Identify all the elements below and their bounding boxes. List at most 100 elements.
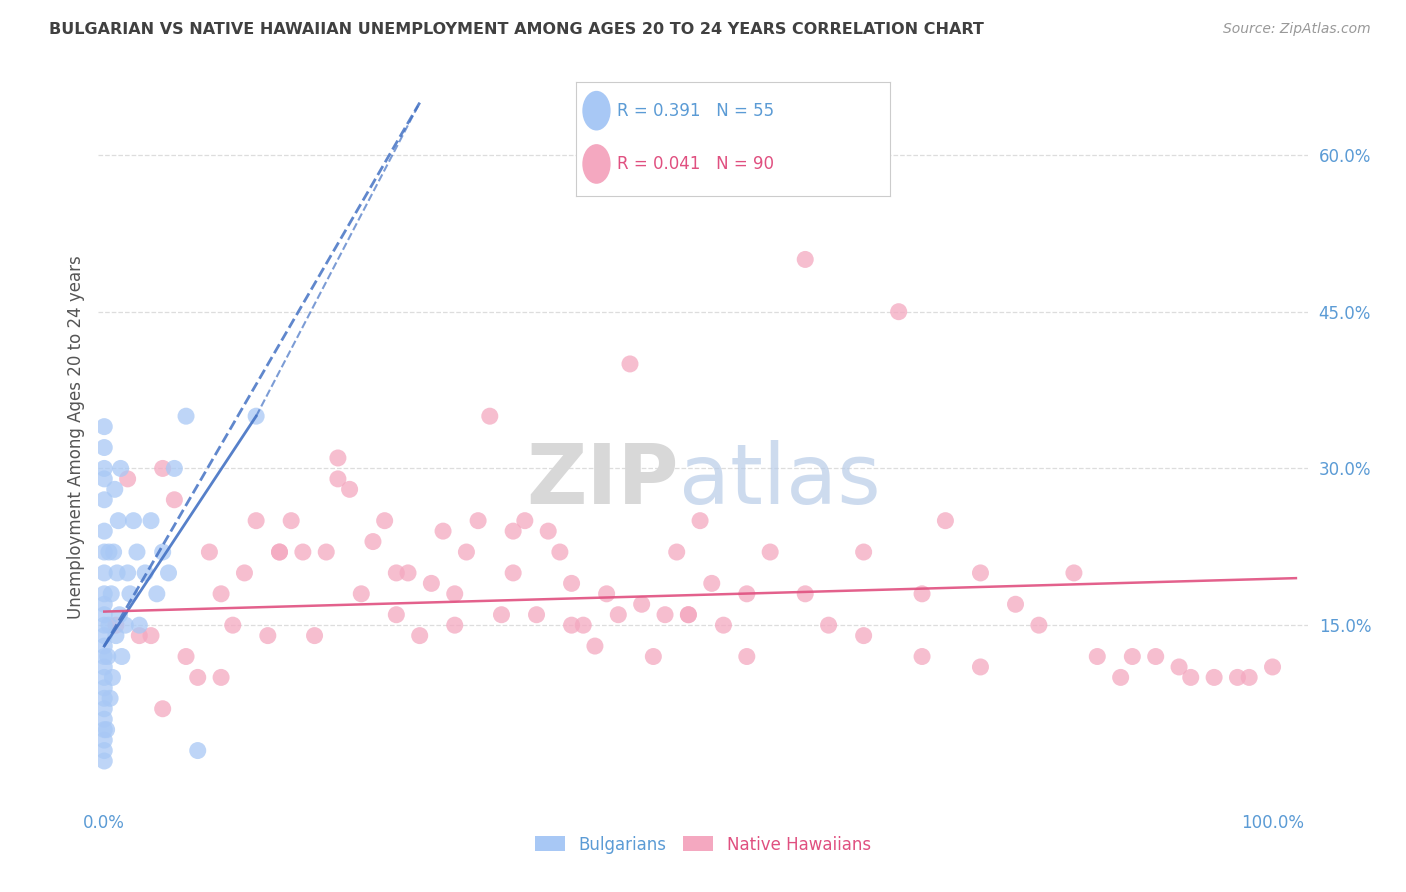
- Point: [139, 629, 162, 643]
- Point: [759, 545, 782, 559]
- Point: [122, 514, 145, 528]
- Point: [93, 691, 115, 706]
- Point: [245, 514, 267, 528]
- Point: [93, 702, 115, 716]
- Point: [146, 587, 169, 601]
- Point: [420, 576, 443, 591]
- Point: [93, 649, 115, 664]
- Point: [104, 483, 127, 497]
- Point: [256, 629, 278, 643]
- Point: [139, 514, 162, 528]
- Point: [689, 514, 711, 528]
- Point: [911, 587, 934, 601]
- Point: [104, 618, 127, 632]
- Point: [396, 566, 419, 580]
- Point: [1063, 566, 1085, 580]
- Point: [209, 670, 232, 684]
- Point: [1028, 618, 1050, 632]
- Point: [93, 419, 115, 434]
- Point: [152, 702, 174, 716]
- Point: [852, 629, 875, 643]
- Point: [93, 461, 115, 475]
- Point: [794, 587, 817, 601]
- Point: [700, 576, 723, 591]
- Point: [93, 545, 115, 559]
- Point: [222, 618, 245, 632]
- Point: [198, 545, 221, 559]
- Point: [794, 252, 817, 267]
- Point: [467, 514, 489, 528]
- Point: [93, 733, 115, 747]
- Point: [526, 607, 548, 622]
- Text: BULGARIAN VS NATIVE HAWAIIAN UNEMPLOYMENT AMONG AGES 20 TO 24 YEARS CORRELATION : BULGARIAN VS NATIVE HAWAIIAN UNEMPLOYMEN…: [49, 22, 984, 37]
- Point: [315, 545, 337, 559]
- Point: [269, 545, 291, 559]
- Point: [432, 524, 454, 538]
- Point: [152, 545, 174, 559]
- Text: ZIP: ZIP: [526, 441, 679, 522]
- Point: [98, 691, 121, 706]
- Point: [548, 545, 571, 559]
- Point: [93, 670, 115, 684]
- Point: [630, 597, 652, 611]
- Point: [93, 743, 115, 757]
- Point: [361, 534, 384, 549]
- Point: [105, 566, 128, 580]
- Point: [157, 566, 180, 580]
- Point: [443, 618, 465, 632]
- Point: [502, 524, 524, 538]
- Point: [619, 148, 641, 162]
- Point: [174, 409, 197, 424]
- Point: [595, 587, 617, 601]
- Point: [561, 618, 583, 632]
- Point: [93, 597, 115, 611]
- Point: [619, 357, 641, 371]
- Point: [583, 639, 606, 653]
- Point: [1226, 670, 1249, 684]
- Point: [101, 670, 124, 684]
- Point: [678, 607, 700, 622]
- Point: [350, 587, 373, 601]
- Point: [304, 629, 326, 643]
- Point: [478, 409, 501, 424]
- Point: [93, 607, 115, 622]
- Point: [117, 472, 139, 486]
- Point: [97, 649, 120, 664]
- Point: [128, 629, 150, 643]
- Point: [110, 461, 132, 475]
- Y-axis label: Unemployment Among Ages 20 to 24 years: Unemployment Among Ages 20 to 24 years: [66, 255, 84, 619]
- Point: [374, 514, 396, 528]
- Point: [713, 618, 735, 632]
- Point: [107, 514, 129, 528]
- Point: [125, 545, 148, 559]
- Point: [93, 566, 115, 580]
- Point: [326, 450, 349, 465]
- Point: [502, 566, 524, 580]
- Point: [934, 514, 956, 528]
- Point: [93, 472, 115, 486]
- Point: [97, 618, 120, 632]
- Point: [678, 607, 700, 622]
- Point: [114, 618, 136, 632]
- Point: [665, 545, 688, 559]
- Point: [93, 524, 115, 538]
- Point: [1204, 670, 1226, 684]
- Point: [93, 639, 115, 653]
- Point: [735, 649, 758, 664]
- Point: [643, 649, 665, 664]
- Point: [817, 618, 839, 632]
- Point: [561, 576, 583, 591]
- Point: [209, 587, 232, 601]
- Legend: Bulgarians, Native Hawaiians: Bulgarians, Native Hawaiians: [529, 829, 877, 860]
- Point: [152, 461, 174, 475]
- Point: [93, 712, 115, 726]
- Point: [1237, 670, 1260, 684]
- Point: [409, 629, 432, 643]
- Point: [1004, 597, 1026, 611]
- Point: [852, 545, 875, 559]
- Point: [969, 566, 991, 580]
- Point: [93, 618, 115, 632]
- Point: [187, 670, 209, 684]
- Point: [572, 618, 595, 632]
- Point: [1168, 660, 1191, 674]
